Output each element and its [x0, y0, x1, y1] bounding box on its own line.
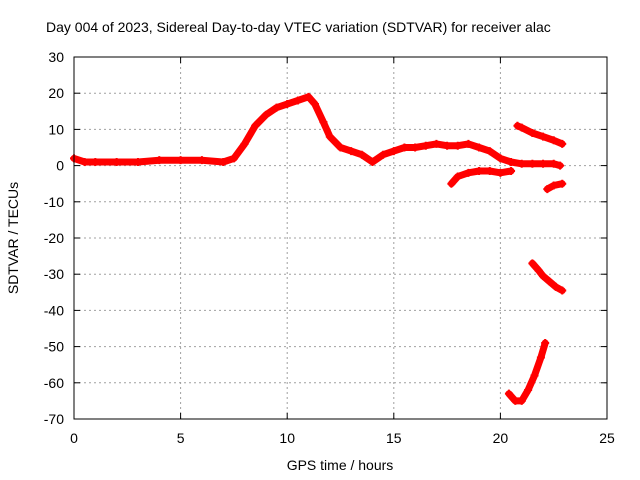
x-tick-label: 25 [599, 430, 615, 446]
data-point [325, 132, 334, 141]
data-point [251, 121, 260, 130]
data-point [558, 179, 567, 188]
y-tick-label: 20 [48, 85, 64, 101]
y-tick-label: -20 [44, 230, 64, 246]
data-point [551, 282, 560, 291]
chart-title: Day 004 of 2023, Sidereal Day-to-day VTE… [46, 19, 551, 35]
data-point [310, 100, 319, 109]
data-point [475, 167, 484, 176]
data-point [517, 159, 526, 168]
data-point [504, 389, 513, 398]
y-tick-label: -40 [44, 302, 64, 318]
data-point [453, 141, 462, 150]
series-layer [70, 92, 567, 405]
data-point [507, 167, 516, 176]
data-point [421, 141, 430, 150]
y-tick-label: -10 [44, 194, 64, 210]
y-tick-label: 30 [48, 49, 64, 65]
data-point [112, 157, 121, 166]
y-tick-label: -60 [44, 375, 64, 391]
x-tick-label: 5 [177, 430, 185, 446]
data-point [539, 132, 548, 141]
y-tick-label: -30 [44, 266, 64, 282]
series-segment-e [505, 339, 549, 405]
data-point [539, 159, 548, 168]
data-point [528, 159, 537, 168]
data-point [283, 100, 292, 109]
x-tick-label: 0 [70, 430, 78, 446]
data-point [133, 157, 142, 166]
data-point [357, 150, 366, 159]
data-point [549, 181, 558, 190]
data-point [240, 139, 249, 148]
data-point [368, 157, 377, 166]
data-point [485, 147, 494, 156]
data-point [304, 92, 313, 101]
data-point [530, 371, 539, 380]
y-axis-label: SDTVAR / TECUs [5, 182, 21, 294]
data-point [272, 103, 281, 112]
data-point [464, 139, 473, 148]
x-axis-label: GPS time / hours [287, 457, 394, 473]
data-point [517, 396, 526, 405]
data-point [229, 154, 238, 163]
data-point [485, 167, 494, 176]
data-point [261, 110, 270, 119]
data-point [336, 143, 345, 152]
data-point [496, 154, 505, 163]
y-tick-label: -50 [44, 339, 64, 355]
data-point [549, 136, 558, 145]
data-point [447, 179, 456, 188]
data-point [80, 157, 89, 166]
data-point [528, 259, 537, 268]
data-point [475, 143, 484, 152]
data-point [549, 159, 558, 168]
data-point [432, 139, 441, 148]
data-point [293, 96, 302, 105]
data-point [534, 266, 543, 275]
data-point [379, 150, 388, 159]
data-point [558, 139, 567, 148]
y-tick-label: -70 [44, 411, 64, 427]
data-point [389, 147, 398, 156]
data-point [536, 353, 545, 362]
y-tick-label: 0 [56, 158, 64, 174]
data-point [197, 156, 206, 165]
data-point [91, 157, 100, 166]
data-point [347, 147, 356, 156]
data-point [496, 168, 505, 177]
x-axis: 0 5 10 15 20 25 [70, 57, 615, 446]
data-point [539, 272, 548, 281]
data-point [541, 338, 550, 347]
data-point [155, 156, 164, 165]
data-point [219, 157, 228, 166]
y-tick-label: 10 [48, 121, 64, 137]
x-tick-label: 20 [493, 430, 509, 446]
series-main-trace [70, 93, 564, 170]
data-point [464, 168, 473, 177]
grid [74, 57, 607, 419]
x-tick-label: 10 [279, 430, 295, 446]
data-point [400, 143, 409, 152]
data-point [176, 156, 185, 165]
data-point [545, 277, 554, 286]
data-point [524, 386, 533, 395]
data-point [411, 143, 420, 152]
data-point [528, 129, 537, 138]
data-point [319, 118, 328, 127]
data-point [558, 286, 567, 295]
x-tick-label: 15 [386, 430, 402, 446]
y-axis: 30 20 10 0 -10 -20 -30 -40 -50 -60 -70 [44, 49, 607, 427]
data-point [453, 172, 462, 181]
data-point [513, 121, 522, 130]
data-point [556, 161, 565, 170]
data-point [543, 185, 552, 194]
data-point [517, 123, 526, 132]
data-point [507, 157, 516, 166]
data-point [443, 141, 452, 150]
